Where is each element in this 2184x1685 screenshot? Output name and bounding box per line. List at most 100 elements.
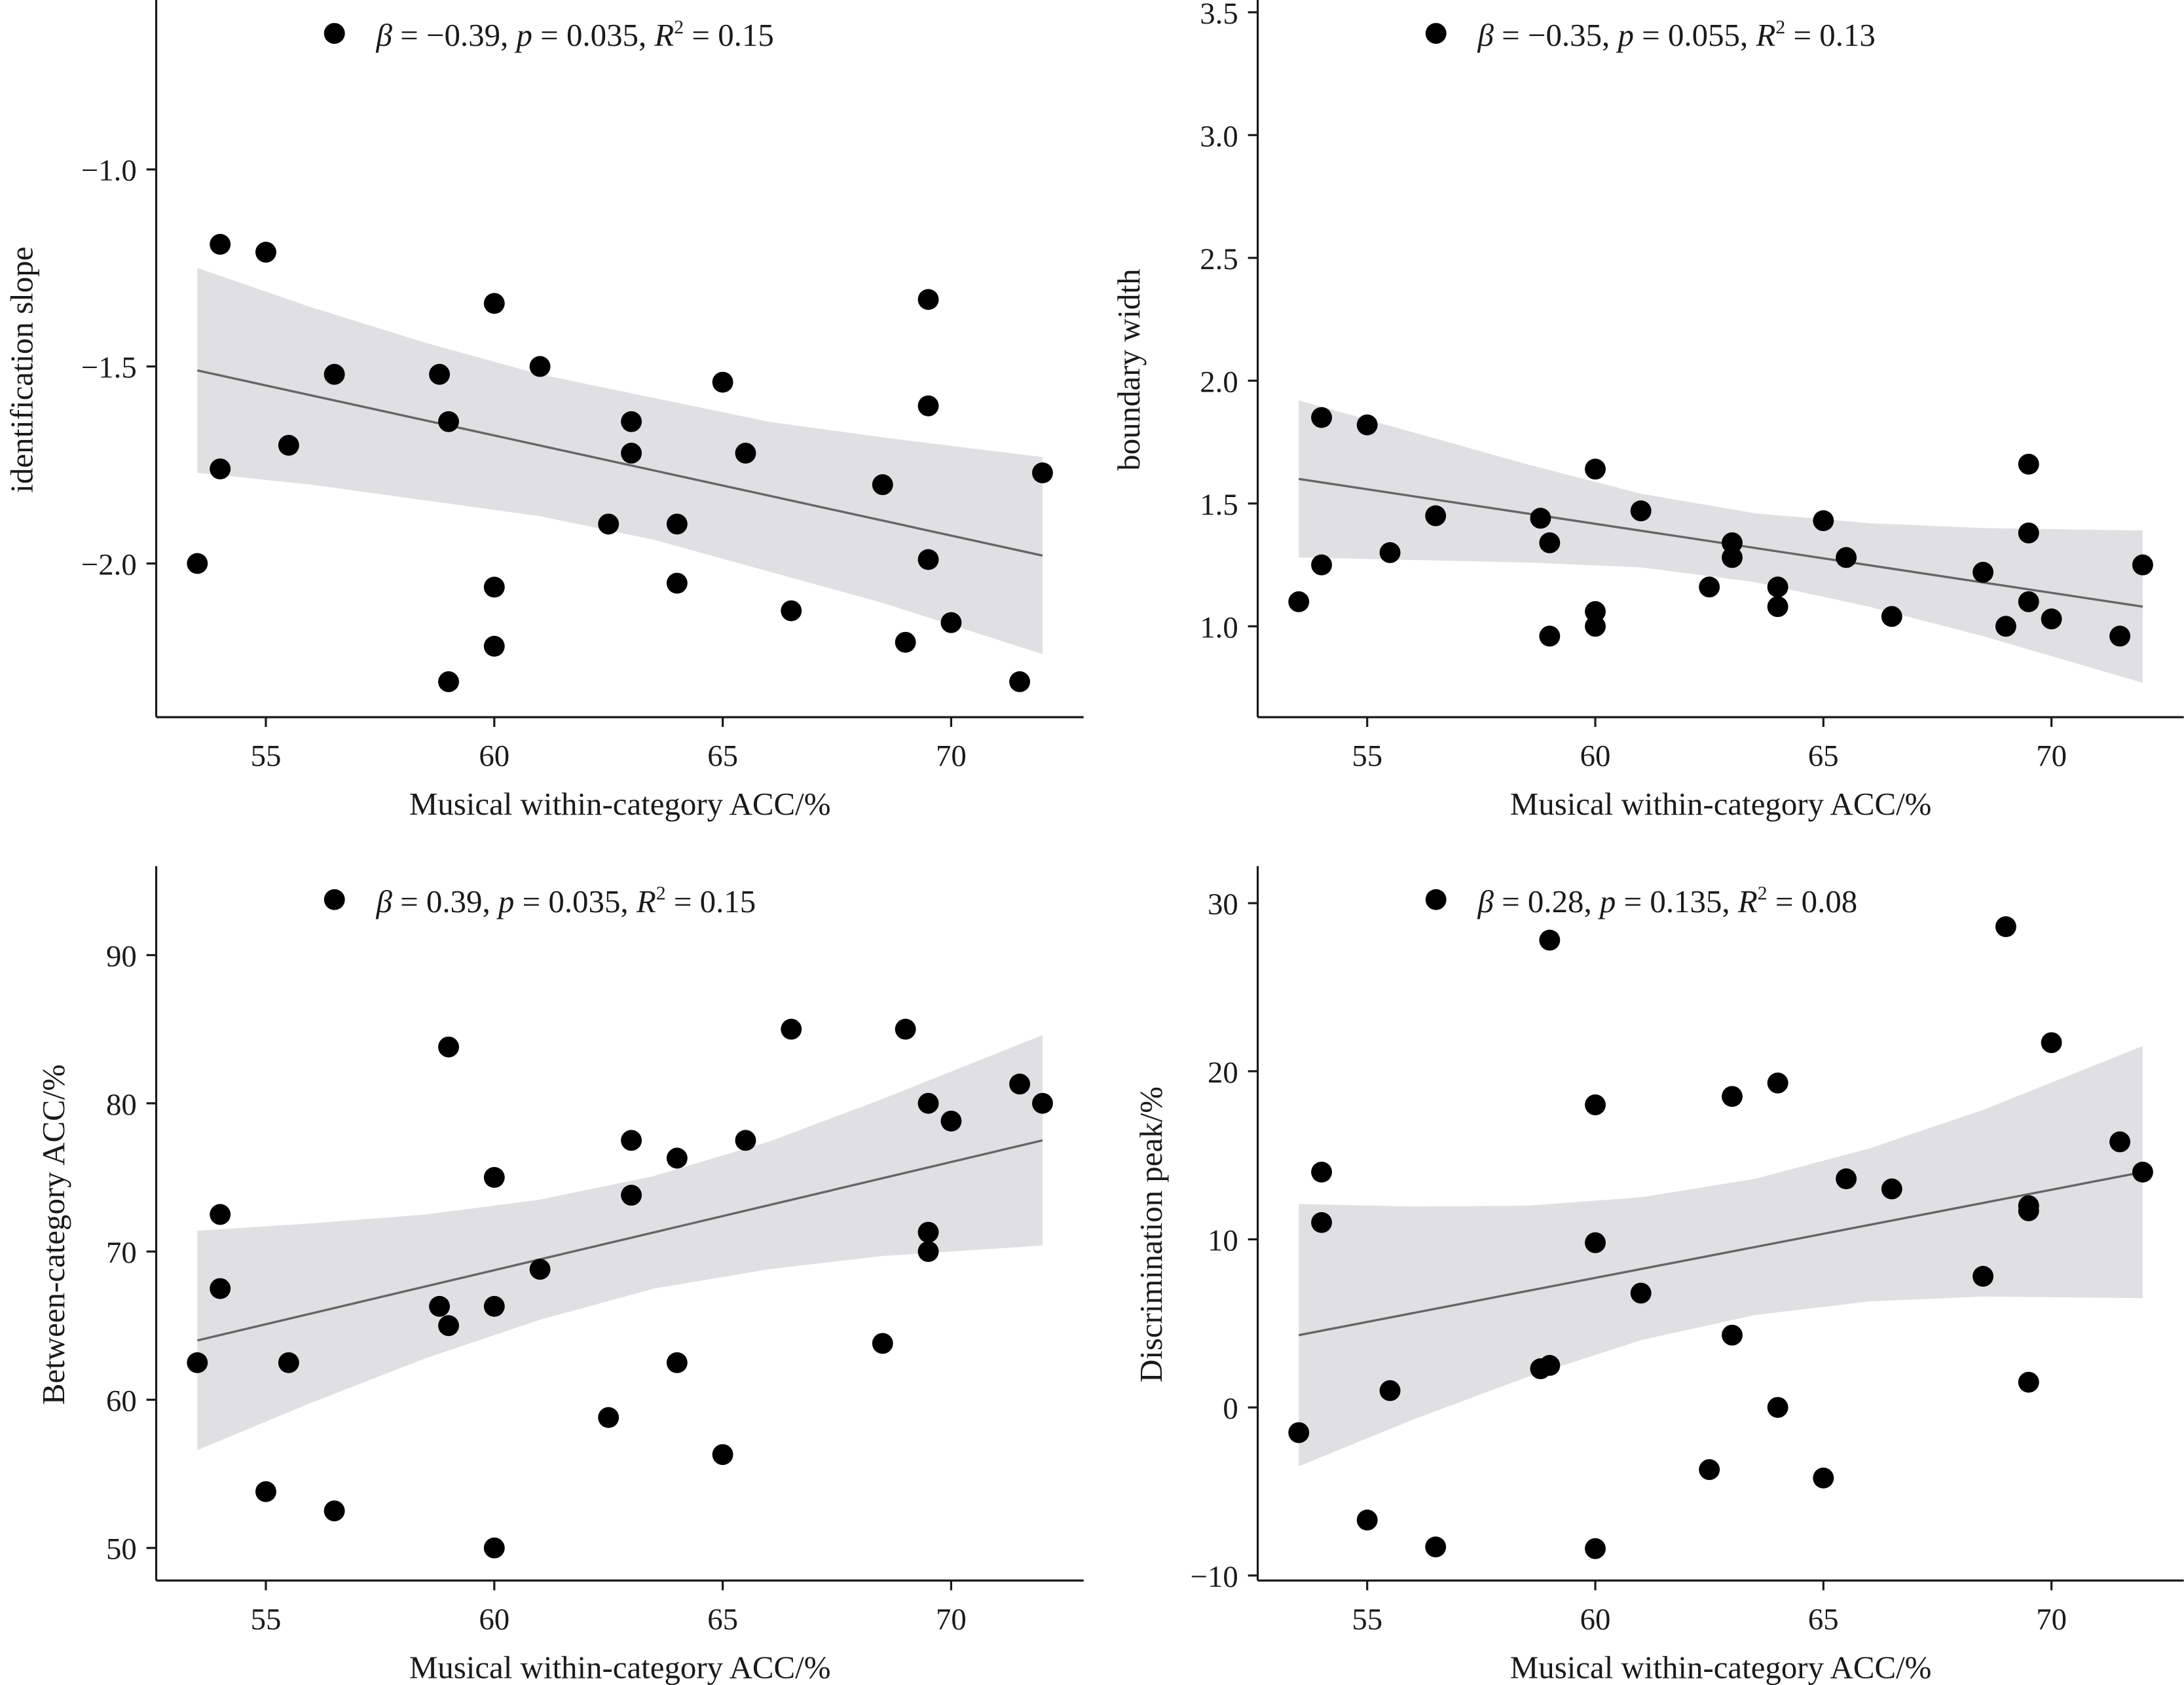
data-point <box>1539 1355 1561 1376</box>
data-point <box>1722 1086 1743 1107</box>
data-point <box>598 513 620 535</box>
separator: , <box>500 17 516 53</box>
data-point <box>2041 608 2062 630</box>
data-point <box>1767 576 1788 598</box>
p-symbol: p <box>496 883 514 919</box>
data-point <box>1288 1422 1310 1443</box>
data-point <box>1009 671 1031 692</box>
data-point <box>187 553 208 574</box>
data-point <box>529 1259 551 1280</box>
data-point <box>1972 1265 1994 1287</box>
panel-4: 55 60 65 70 −10 0 10 20 30 Musical within-categor… <box>1133 866 2184 1685</box>
data-point <box>438 1036 459 1058</box>
data-point <box>255 1481 276 1502</box>
panel-1: 55 60 65 70 −2.0 −1.5 −1.0 Musical within-categ… <box>3 0 1084 822</box>
data-point <box>1585 458 1606 480</box>
data-point <box>621 411 642 432</box>
beta-symbol: β <box>1477 883 1494 919</box>
r-symbol: R <box>1737 883 1758 919</box>
stats-annotation: β = −0.39, p = 0.035, R2 = 0.15 <box>376 16 774 53</box>
data-point <box>210 1204 231 1225</box>
data-point <box>2018 591 2039 612</box>
data-point <box>712 371 733 393</box>
equals: = <box>392 883 426 919</box>
data-point <box>1767 1072 1788 1094</box>
superscript-2: 2 <box>1758 883 1768 904</box>
data-point <box>483 1537 505 1559</box>
y-tick-label: 2.0 <box>1200 365 1238 399</box>
data-point <box>2132 554 2153 576</box>
data-point <box>712 1444 733 1466</box>
y-tick-label: 1.0 <box>1200 610 1238 644</box>
beta-value: 0.28 <box>1528 883 1584 919</box>
data-point <box>1539 625 1561 647</box>
confidence-band <box>1299 1046 2143 1466</box>
data-point <box>1585 616 1606 637</box>
panel-2: 55 60 65 70 1.0 1.5 2.0 2.5 3.0 3.5 Musical within… <box>1111 0 2184 822</box>
separator: , <box>1583 883 1599 919</box>
beta-value: 0.39 <box>426 883 483 919</box>
x-axis-label: Musical within-category ACC/% <box>1510 786 1932 822</box>
equals: = <box>1785 17 1819 53</box>
data-point <box>438 1315 459 1337</box>
data-point <box>1425 1536 1447 1558</box>
data-point <box>666 513 688 535</box>
p-value: 0.035 <box>548 883 620 919</box>
x-tick-label: 65 <box>707 739 738 773</box>
regression-line <box>1298 1171 2143 1337</box>
x-tick-label: 55 <box>1352 1602 1382 1637</box>
y-tick-label: 1.5 <box>1200 488 1238 522</box>
data-point <box>872 474 893 496</box>
data-point <box>255 242 276 263</box>
data-point <box>2018 1371 2039 1393</box>
p-symbol: p <box>1598 883 1616 919</box>
data-point <box>1539 532 1561 553</box>
x-tick-label: 60 <box>1580 739 1611 773</box>
separator: , <box>620 883 636 919</box>
data-point <box>483 293 505 314</box>
superscript-2: 2 <box>674 16 684 38</box>
legend-marker <box>324 889 345 910</box>
data-point <box>529 356 551 377</box>
legend-marker <box>1425 23 1447 44</box>
stats-annotation: β = 0.28, p = 0.135, R2 = 0.08 <box>1477 883 1858 919</box>
equals: = <box>1768 883 1802 919</box>
panel-3: 55 60 65 70 50 60 70 80 90 Musical within-categor… <box>35 866 1084 1685</box>
x-axis-label: Musical within-category ACC/% <box>409 1649 831 1685</box>
data-point <box>1379 542 1401 563</box>
y-tick-label: 90 <box>106 939 137 973</box>
data-point <box>917 1241 939 1263</box>
x-tick-label: 60 <box>479 739 509 773</box>
data-point <box>1767 596 1788 618</box>
y-tick-label: 3.5 <box>1200 0 1238 31</box>
r2-value: 0.15 <box>700 883 756 919</box>
y-tick-label: 10 <box>1208 1223 1238 1257</box>
y-tick-label: 60 <box>106 1384 137 1418</box>
beta-value: −0.35 <box>1528 17 1602 53</box>
data-point <box>2018 522 2039 544</box>
data-point <box>781 600 802 621</box>
y-tick-label: 70 <box>106 1236 137 1270</box>
y-tick-label: 50 <box>106 1532 137 1566</box>
data-point <box>1032 1092 1053 1114</box>
data-point <box>917 395 939 417</box>
p-value: 0.035 <box>566 17 639 53</box>
r2-value: 0.13 <box>1819 17 1876 53</box>
data-point <box>1995 916 2016 938</box>
r-symbol: R <box>636 883 656 919</box>
data-point <box>1585 601 1606 622</box>
confidence-band <box>197 268 1043 654</box>
separator: , <box>1740 17 1756 53</box>
equals: = <box>1494 883 1528 919</box>
data-point <box>1813 510 1834 532</box>
data-point <box>895 1018 916 1040</box>
data-point <box>1311 554 1333 576</box>
x-tick-label: 70 <box>936 739 967 773</box>
data-point <box>1836 1168 1857 1190</box>
data-point <box>278 434 299 456</box>
x-tick-label: 55 <box>251 739 282 773</box>
r2-value: 0.15 <box>718 17 774 53</box>
equals: = <box>666 883 700 919</box>
superscript-2: 2 <box>1775 16 1785 38</box>
